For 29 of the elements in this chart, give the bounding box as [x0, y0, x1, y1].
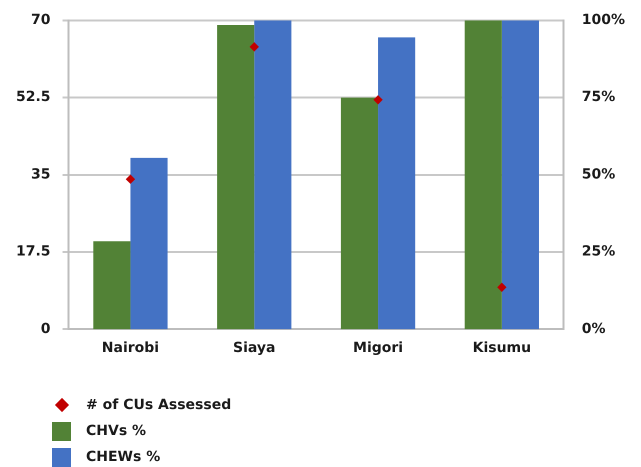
bar — [378, 37, 416, 330]
legend-label: # of CUs Assessed — [86, 397, 232, 413]
bar — [340, 98, 378, 330]
y-tick-label: 52.5 — [16, 89, 51, 106]
legend-label: CHEWs % — [86, 449, 160, 465]
legend-label: CHVs % — [86, 423, 146, 439]
x-tick-label: Migori — [353, 340, 404, 356]
y2-tick-label: 25% — [582, 244, 616, 260]
bar — [464, 20, 502, 330]
bar — [93, 241, 130, 330]
y2-tick-label: 100% — [582, 12, 626, 28]
y2-tick-label: 50% — [582, 166, 616, 182]
y-tick-label: 35 — [31, 166, 51, 182]
point — [126, 174, 135, 184]
y-tick-label: 17.5 — [16, 244, 51, 260]
x-tick-label: Nairobi — [102, 340, 160, 356]
x-tick-label: Siaya — [233, 340, 276, 356]
point — [374, 95, 383, 104]
y2-tick-label: 0% — [582, 320, 606, 337]
y-tick-label: 0 — [40, 320, 51, 337]
point — [250, 42, 259, 52]
bar — [217, 25, 254, 330]
point — [497, 282, 506, 292]
x-tick-label: Kisumu — [472, 340, 532, 356]
bar — [254, 20, 292, 330]
bar — [502, 20, 539, 330]
y2-tick-label: 75% — [582, 89, 616, 106]
bar — [130, 158, 168, 330]
y-tick-label: 70 — [31, 12, 51, 28]
